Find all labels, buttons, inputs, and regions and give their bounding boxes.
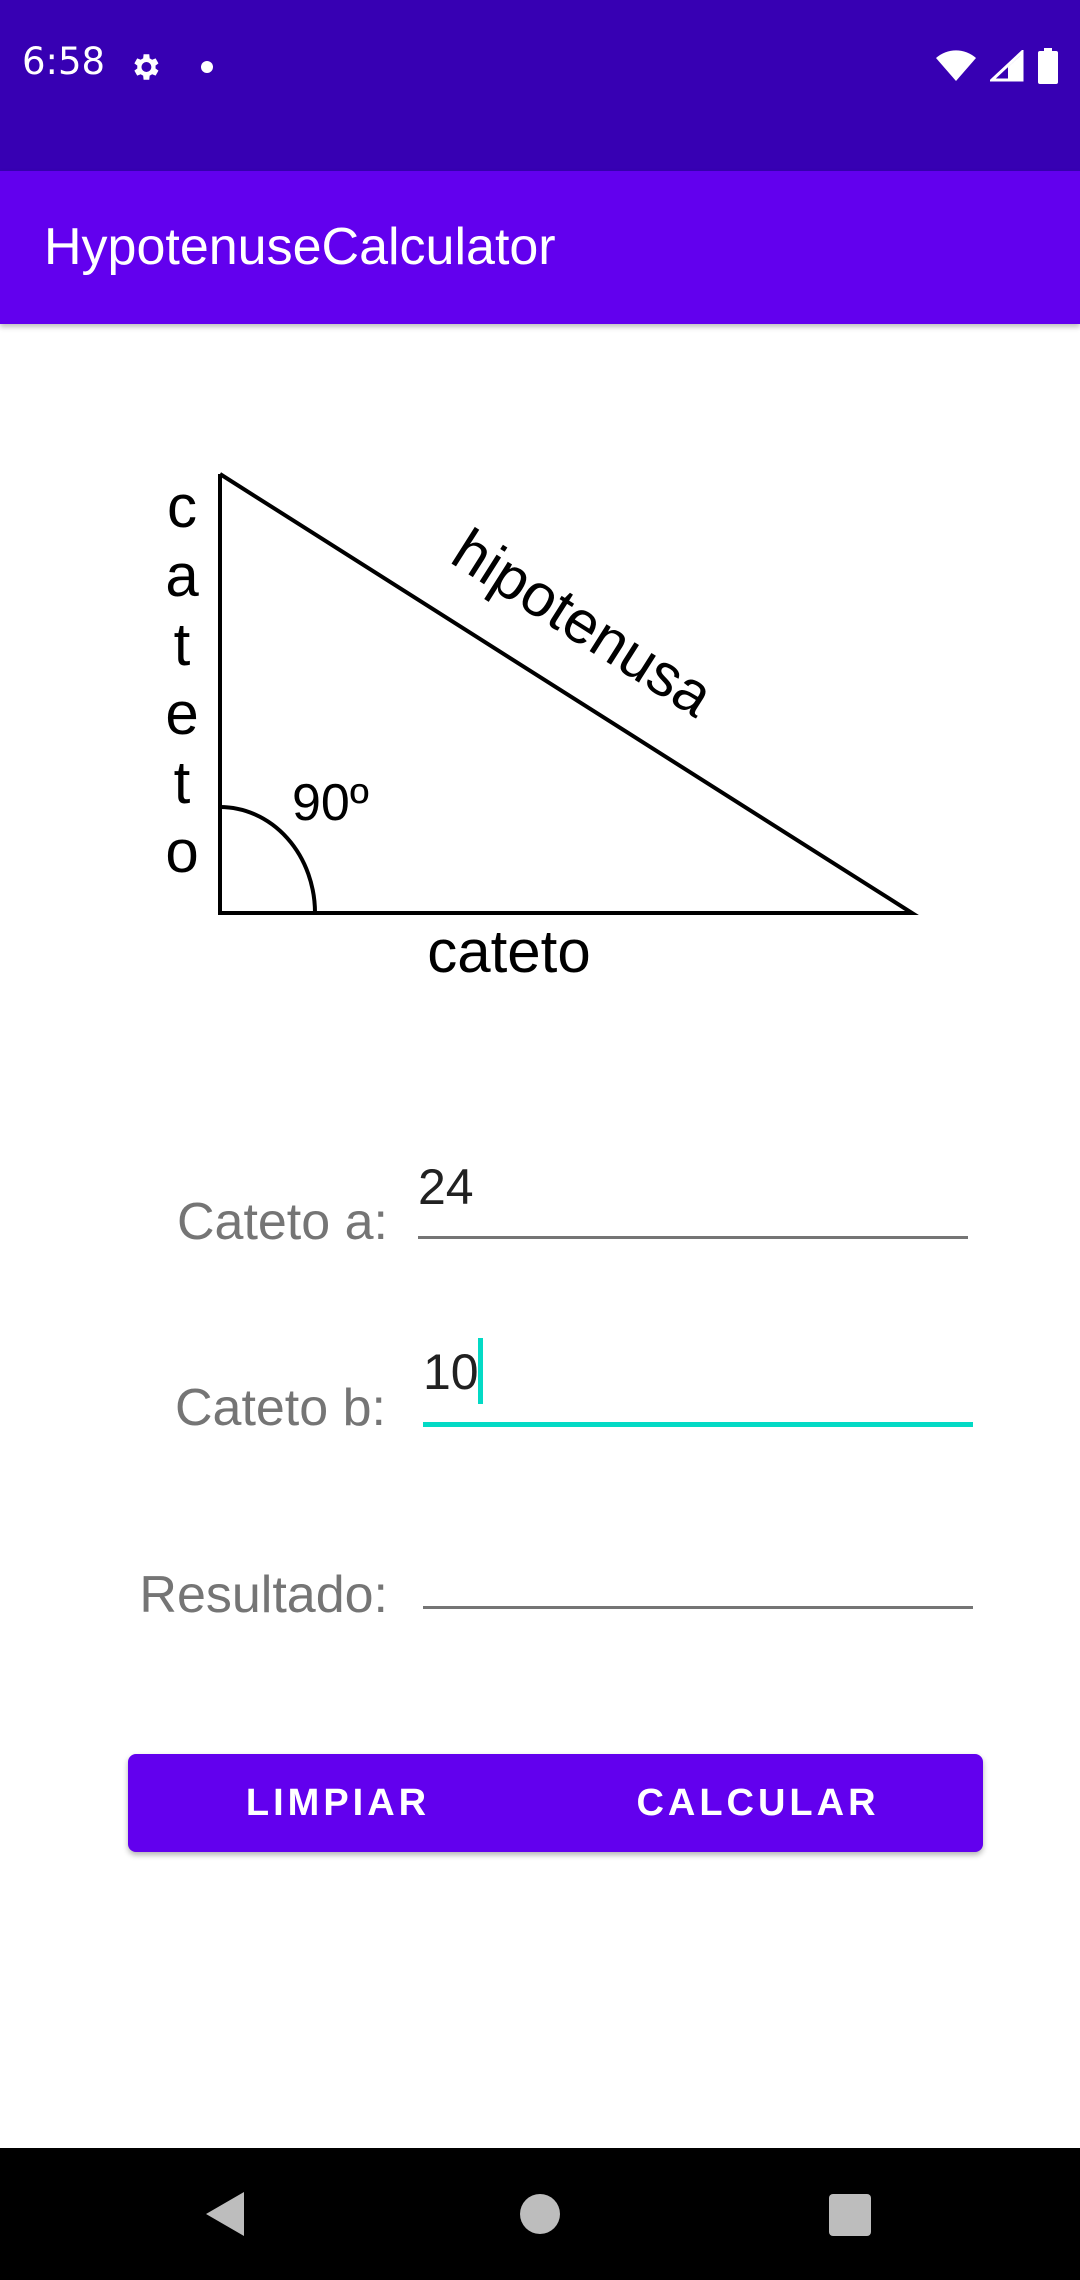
vertical-label-letter: a bbox=[165, 542, 199, 609]
wifi-icon bbox=[936, 50, 976, 87]
button-bar: LIMPIAR CALCULAR bbox=[128, 1754, 983, 1852]
notification-dot-icon bbox=[201, 61, 213, 73]
settings-icon bbox=[128, 50, 162, 89]
triangle-diagram: c a t e t o hipotenusa 90º cateto bbox=[165, 472, 919, 985]
status-bar: 6:58 bbox=[0, 0, 1080, 171]
cateto-a-underline bbox=[418, 1236, 968, 1239]
cateto-b-input[interactable]: 10 bbox=[423, 1335, 973, 1427]
hypotenuse-label: hipotenusa bbox=[441, 516, 725, 730]
recents-icon[interactable] bbox=[829, 2194, 871, 2241]
angle-label: 90º bbox=[292, 774, 369, 832]
vertical-label-letter: e bbox=[165, 680, 198, 747]
cateto-b-label: Cateto b: bbox=[174, 1379, 386, 1437]
back-icon[interactable] bbox=[202, 2190, 246, 2243]
cateto-b-value: 10 bbox=[423, 1344, 479, 1400]
right-angle-arc bbox=[219, 805, 317, 914]
vertical-label-letter: t bbox=[174, 611, 191, 678]
vertical-label-letter: t bbox=[174, 749, 191, 816]
navigation-bar bbox=[0, 2148, 1080, 2280]
resultado-field[interactable] bbox=[423, 1520, 973, 1612]
status-time: 6:58 bbox=[22, 40, 106, 83]
app-bar: HypotenuseCalculator bbox=[0, 171, 1080, 324]
battery-icon bbox=[1038, 48, 1058, 89]
cateto-a-value: 24 bbox=[418, 1159, 474, 1215]
cell-signal-icon bbox=[988, 48, 1024, 87]
cateto-a-input[interactable]: 24 bbox=[418, 1150, 968, 1242]
text-caret bbox=[478, 1338, 483, 1404]
cateto-a-label: Cateto a: bbox=[176, 1193, 388, 1251]
bottom-side-label: cateto bbox=[427, 918, 590, 985]
home-icon[interactable] bbox=[518, 2192, 562, 2241]
clear-button[interactable]: LIMPIAR bbox=[245, 1782, 431, 1824]
cateto-b-underline bbox=[423, 1422, 973, 1427]
triangle-shape bbox=[218, 472, 919, 915]
app-title: HypotenuseCalculator bbox=[44, 218, 556, 276]
calculate-button[interactable]: CALCULAR bbox=[636, 1782, 880, 1824]
resultado-underline bbox=[423, 1606, 973, 1609]
vertical-label-letter: c bbox=[167, 473, 197, 540]
resultado-label: Resultado: bbox=[139, 1566, 388, 1624]
vertical-label-letter: o bbox=[165, 818, 198, 885]
